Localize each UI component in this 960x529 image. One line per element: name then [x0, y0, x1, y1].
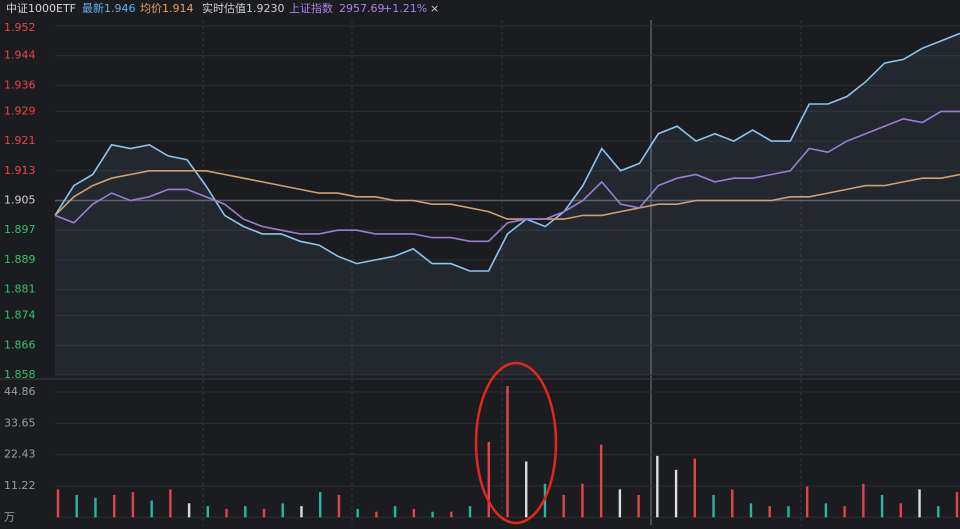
volume-bar [937, 506, 940, 518]
volume-bar [131, 492, 135, 518]
line-series [54, 32, 960, 272]
y-tick-label: 1.944 [4, 49, 36, 62]
header: 中证1000ETF 最新1.946 均价1.914 实时估值1.9230 上证指… [6, 1, 439, 15]
y-tick-label: 11.22 [4, 479, 36, 492]
volume-bar [899, 503, 903, 518]
volume-bar [862, 483, 865, 518]
volume-bar [581, 483, 584, 518]
price-area [55, 33, 960, 376]
volume-bar [244, 506, 247, 518]
marks [54, 32, 960, 518]
y-tick-label: 万 [4, 510, 15, 523]
y-tick-label: 1.858 [4, 368, 36, 381]
y-tick-label: 22.43 [4, 448, 36, 461]
labels: 1.952 1.944 1.936 1.929 1.921 1.913 1.905 1.897… [4, 21, 36, 523]
close-button[interactable]: × [430, 2, 439, 15]
volume-bar [562, 494, 565, 518]
volume-bar [918, 489, 921, 518]
volume-bar [749, 503, 753, 518]
y-tick-label: 1.952 [4, 21, 36, 34]
vertical-grid [202, 20, 802, 525]
y-tick-label: 1.921 [4, 134, 36, 147]
average-price: 均价1.914 [140, 2, 194, 15]
volume-bar [393, 506, 397, 518]
volume-bar [169, 489, 172, 518]
volume-bar [768, 506, 771, 518]
volume-bar [225, 508, 228, 518]
line-series [54, 110, 960, 243]
volume-bar [262, 508, 266, 518]
y-tick-label: 1.905 [4, 194, 36, 207]
y-tick-label: 1.881 [4, 283, 36, 296]
volume-bar [356, 508, 359, 518]
y-tick-label: 1.936 [4, 78, 36, 91]
volume-bar [824, 503, 828, 518]
index-name: 上证指数 [289, 1, 333, 15]
volume-bar [656, 455, 659, 518]
volume-bar [300, 506, 303, 518]
volume-bar [487, 441, 490, 518]
volume-bar [805, 486, 809, 518]
line-series [54, 170, 960, 220]
volume-bar [637, 494, 640, 518]
volume-bar [94, 497, 97, 518]
y-tick-label: 33.65 [4, 416, 36, 429]
volume-bar [150, 500, 153, 518]
volume-bar [693, 458, 696, 518]
volume-bar [206, 506, 210, 518]
volume-bar [787, 506, 790, 518]
latest-price: 最新1.946 [82, 1, 136, 15]
y-tick-label: 1.929 [4, 104, 36, 117]
volume-bar [468, 506, 472, 518]
volume-bar [56, 489, 60, 518]
volume-bar [319, 492, 322, 518]
index-value: 2957.69 [339, 2, 385, 15]
volume-bar [674, 469, 678, 518]
volume-bar [599, 444, 603, 518]
volume-bar [375, 511, 378, 518]
volume-bar [112, 494, 116, 518]
volume-bar [955, 492, 959, 518]
y-tick-label: 44.86 [4, 385, 36, 398]
y-tick-label: 1.897 [4, 223, 36, 236]
volume-bar [337, 494, 341, 518]
volume-bar [450, 511, 453, 518]
fund-name: 中证1000ETF [6, 2, 76, 15]
volume-bar [187, 503, 191, 518]
volume-bar [281, 503, 284, 518]
y-tick-label: 1.874 [4, 309, 36, 322]
volume-bar [412, 508, 416, 518]
y-tick-label: 1.866 [4, 338, 36, 351]
volume-bar [618, 489, 622, 518]
volume-bar [75, 494, 78, 518]
volume-bar [880, 494, 884, 518]
highlight-circle [474, 361, 558, 525]
y-tick-label: 1.889 [4, 253, 36, 266]
volume-bar [506, 386, 509, 518]
index-change: +1.21% [383, 2, 427, 15]
estimate: 实时估值1.9230 [202, 1, 285, 15]
volume-bar [525, 461, 528, 518]
volume-bar [712, 494, 715, 518]
y-tick-label: 1.913 [4, 164, 36, 177]
volume-bar [431, 511, 434, 518]
volume-bar [731, 489, 734, 518]
volume-bar [843, 506, 846, 518]
